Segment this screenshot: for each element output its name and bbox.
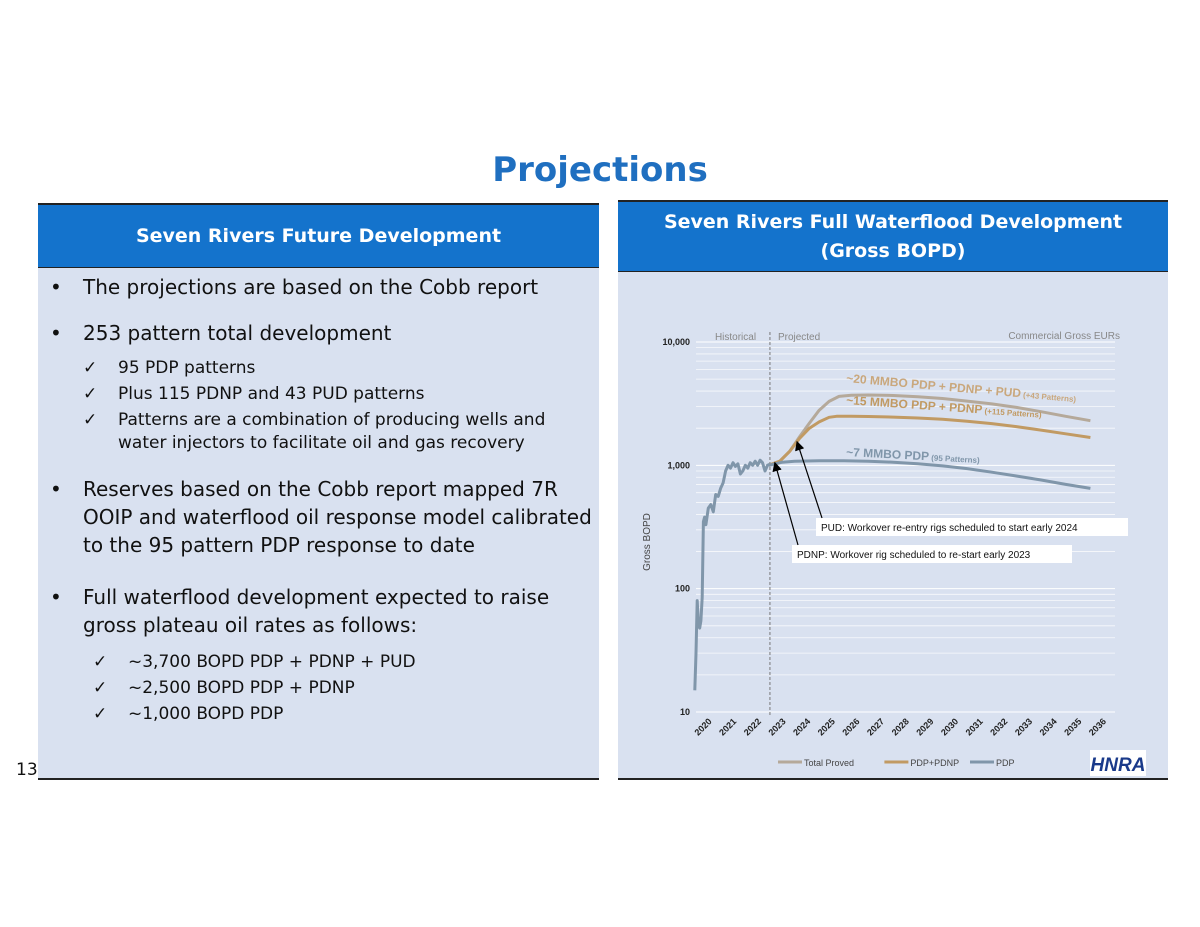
series-line-pdp-pdnp (768, 414, 1091, 467)
legend-label: PDP (996, 758, 1015, 768)
waterflood-chart-panel: Seven Rivers Full Waterflood Development… (618, 200, 1168, 780)
checkmark-icon: ✓ (83, 358, 98, 378)
bullet-reserves: • Reserves based on the Cobb report mapp… (50, 477, 592, 557)
x-tick-label: 2020 (693, 716, 714, 737)
projected-label: Projected (778, 332, 820, 343)
sub-item-rate-total: ✓ ~3,700 BOPD PDP + PDNP + PUD (93, 652, 416, 672)
pdnp-callout-text: PDNP: Workover rig scheduled to re-start… (797, 550, 1031, 561)
bullet-icon: • (50, 477, 62, 501)
x-tick-label: 2025 (816, 716, 837, 737)
sub-item-pdp-patterns: ✓ 95 PDP patterns (83, 358, 256, 378)
pud-callout-box (816, 518, 1128, 536)
x-tick-label: 2023 (766, 716, 787, 737)
commercial-eur-label: Commercial Gross EURs (1008, 331, 1120, 342)
checkmark-icon: ✓ (93, 704, 108, 724)
y-tick-label: 10,000 (662, 337, 690, 347)
x-tick-label: 2028 (890, 716, 911, 737)
x-tick-label: 2027 (865, 716, 886, 737)
page-number: 13 (16, 760, 38, 780)
x-tick-label: 2024 (791, 716, 812, 737)
x-tick-label: 2021 (717, 716, 738, 737)
x-tick-label: 2031 (964, 716, 985, 737)
bullet-icon: • (50, 585, 62, 609)
bullet-pattern-total: • 253 pattern total development (50, 321, 392, 345)
legend-label: PDP+PDNP (910, 758, 959, 768)
y-tick-label: 10 (680, 707, 690, 717)
chart-header-line1: Seven Rivers Full Waterflood Development (663, 210, 1123, 233)
bullet-icon: • (50, 275, 62, 299)
x-tick-label: 2030 (939, 716, 960, 737)
x-tick-label: 2029 (914, 716, 935, 737)
hnra-logo: HNRA (1090, 750, 1146, 776)
pud-callout-text: PUD: Workover re-entry rigs scheduled to… (821, 523, 1078, 534)
pdnp-callout-box (792, 545, 1072, 563)
sub-item-pattern-combination: ✓ Patterns are a combination of producin… (83, 410, 546, 453)
x-tick-label: 2034 (1038, 716, 1059, 737)
pud-callout-arrow (795, 440, 823, 519)
sub-item-rate-pdp: ✓ ~1,000 BOPD PDP (93, 704, 284, 724)
waterflood-chart-header: Seven Rivers Full Waterflood Development… (618, 200, 1168, 272)
waterflood-chart: Historical Projected Commercial Gross EU… (642, 331, 1146, 776)
bullet-icon: • (50, 321, 62, 345)
legend-label: Total Proved (804, 758, 854, 768)
checkmark-icon: ✓ (93, 652, 108, 672)
chart-header-line2: (Gross BOPD) (820, 239, 966, 262)
bullet-full-waterflood: • Full waterflood development expected t… (50, 585, 550, 637)
series-line-historical (693, 458, 771, 691)
future-development-panel: Seven Rivers Future Development • The pr… (38, 203, 599, 780)
bullet-cobb-report: • The projections are based on the Cobb … (50, 275, 539, 299)
svg-text:HNRA: HNRA (1091, 755, 1146, 776)
future-development-header: Seven Rivers Future Development (38, 203, 599, 268)
y-tick-label: 1,000 (667, 460, 690, 470)
historical-label: Historical (715, 332, 756, 343)
x-tick-label: 2022 (742, 716, 763, 737)
sub-item-rate-pdp-pdnp: ✓ ~2,500 BOPD PDP + PDNP (93, 678, 355, 698)
checkmark-icon: ✓ (93, 678, 108, 698)
pdnp-callout-arrow (772, 461, 799, 546)
sub-item-pdnp-pud-patterns: ✓ Plus 115 PDNP and 43 PUD patterns (83, 384, 425, 404)
x-tick-label: 2035 (1062, 716, 1083, 737)
y-axis-label: Gross BOPD (642, 513, 653, 571)
x-tick-label: 2033 (1013, 716, 1034, 737)
x-tick-label: 2036 (1087, 716, 1108, 737)
x-tick-label: 2032 (988, 716, 1009, 737)
page-title: Projections (492, 150, 708, 190)
annotation-pdp: ~7 MMBO PDP (95 Patterns) (846, 445, 981, 466)
checkmark-icon: ✓ (83, 384, 98, 404)
y-tick-label: 100 (675, 584, 690, 594)
x-tick-label: 2026 (840, 716, 861, 737)
checkmark-icon: ✓ (83, 410, 98, 430)
